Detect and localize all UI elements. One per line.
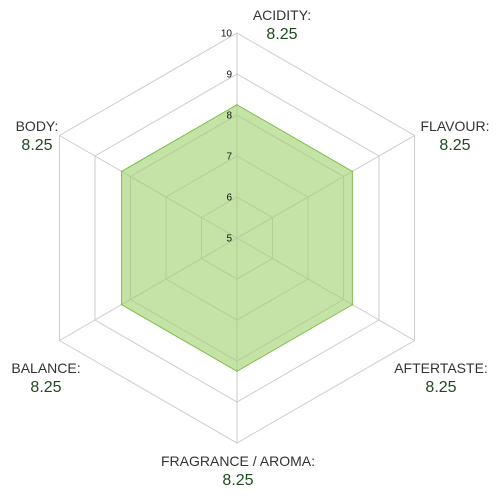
axis-label: FRAGRANCE / AROMA:	[161, 453, 315, 469]
data-point-5	[120, 170, 123, 173]
axis-value: 8.25	[21, 137, 52, 154]
data-point-0	[236, 103, 238, 106]
axis-label-group-5: BODY: 8.25	[16, 118, 59, 154]
tick-label: 6	[226, 193, 232, 204]
axis-label-group-1: FLAVOUR: 8.25	[421, 118, 490, 154]
series-area-0	[121, 104, 353, 372]
radar-labels: ACIDITY:8.25FLAVOUR:8.25AFTERTASTE:8.25F…	[11, 7, 489, 489]
tick-label: 9	[226, 70, 232, 81]
tick-label: 5	[226, 234, 232, 245]
axis-label: BODY:	[16, 118, 59, 134]
axis-label-group-0: ACIDITY: 8.25	[253, 7, 311, 43]
axis-value: 8.25	[222, 472, 253, 489]
axis-label: FLAVOUR:	[421, 118, 490, 134]
axis-label-group-4: BALANCE: 8.25	[11, 360, 80, 396]
tick-label: 8	[226, 111, 232, 122]
axis-value: 8.25	[30, 379, 61, 396]
axis-label: ACIDITY:	[253, 7, 311, 23]
data-point-1	[351, 170, 354, 173]
tick-label: 7	[226, 152, 232, 163]
axis-value: 8.25	[425, 379, 456, 396]
tick-label: 10	[221, 29, 233, 40]
data-point-2	[351, 303, 354, 306]
radar-series	[120, 103, 354, 373]
axis-label-group-3: FRAGRANCE / AROMA: 8.25	[161, 453, 315, 489]
data-point-3	[236, 370, 238, 373]
axis-value: 8.25	[439, 137, 470, 154]
axis-value: 8.25	[266, 26, 297, 43]
axis-label: AFTERTASTE:	[394, 360, 488, 376]
radar-ticks: 5 6 7 8 9 10	[221, 29, 233, 245]
axis-label: BALANCE:	[11, 360, 80, 376]
data-point-4	[120, 303, 123, 306]
axis-label-group-2: AFTERTASTE: 8.25	[394, 360, 488, 396]
